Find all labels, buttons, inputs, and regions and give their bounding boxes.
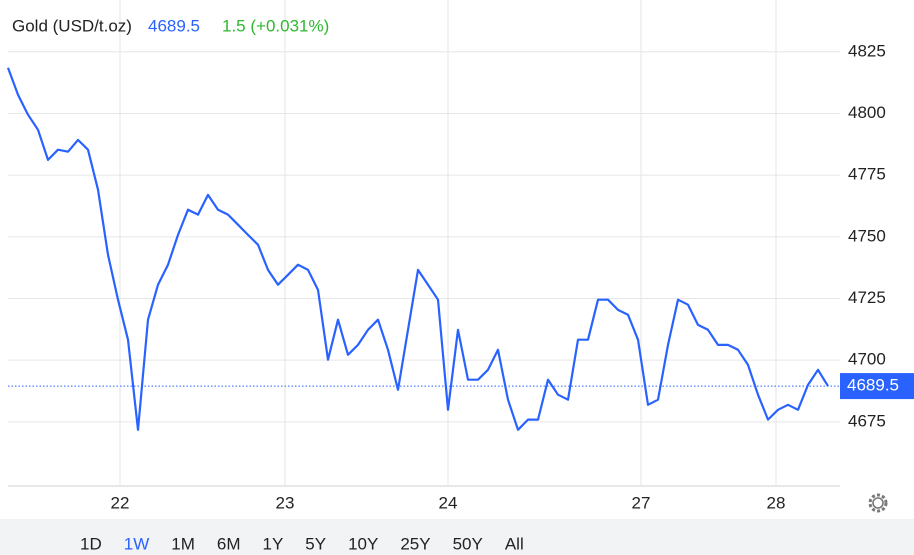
x-tick-label: 24 (439, 493, 458, 512)
gear-body (872, 497, 884, 509)
price-line (6, 67, 829, 431)
last-price-box (840, 373, 914, 400)
y-tick-label: 4800 (848, 103, 886, 122)
y-tick-label: 4750 (848, 226, 886, 245)
range-button[interactable]: 1W (124, 534, 150, 553)
range-button[interactable]: 50Y (453, 534, 483, 553)
range-button[interactable]: 10Y (348, 534, 378, 553)
range-button[interactable]: 1D (80, 534, 102, 553)
y-tick-label: 4675 (848, 411, 886, 430)
range-bar (0, 519, 914, 555)
y-tick-label: 4825 (848, 41, 886, 60)
range-button[interactable]: 25Y (400, 534, 430, 553)
y-tick-label: 4700 (848, 350, 886, 369)
y-tick-label: 4725 (848, 288, 886, 307)
range-button[interactable]: 6M (217, 534, 241, 553)
x-tick-label: 27 (632, 493, 651, 512)
header-change: 1.5 (+0.031%) (222, 16, 329, 35)
x-tick-label: 28 (767, 493, 786, 512)
last-price-label: 4689.5 (847, 376, 899, 395)
y-tick-label: 4775 (848, 165, 886, 184)
range-button[interactable]: 1M (171, 534, 195, 553)
gear-teeth (868, 493, 888, 513)
range-button[interactable]: All (505, 534, 524, 553)
x-tick-label: 23 (276, 493, 295, 512)
chart-title: Gold (USD/t.oz) (12, 16, 132, 35)
header-price: 4689.5 (148, 16, 200, 35)
range-button[interactable]: 5Y (305, 534, 326, 553)
x-tick-label: 22 (111, 493, 130, 512)
settings-icon[interactable] (868, 493, 888, 513)
range-button[interactable]: 1Y (262, 534, 283, 553)
